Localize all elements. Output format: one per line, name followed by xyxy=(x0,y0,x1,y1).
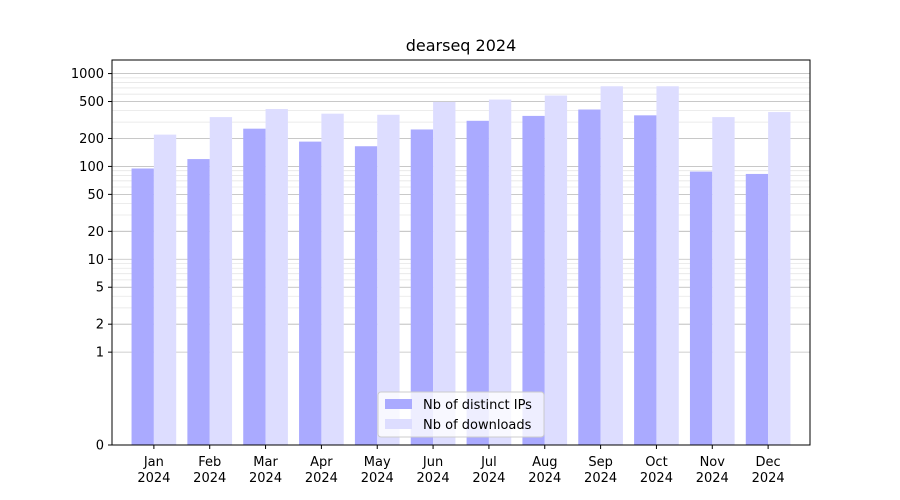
legend: Nb of distinct IPs Nb of downloads xyxy=(377,391,545,438)
x-tick-label-year: 2024 xyxy=(193,471,226,486)
legend-label: Nb of downloads xyxy=(423,418,532,433)
legend-swatch xyxy=(385,399,412,409)
y-tick-label: 200 xyxy=(79,132,104,147)
x-tick-label-year: 2024 xyxy=(305,471,338,486)
legend-label: Nb of distinct IPs xyxy=(423,398,532,413)
bar-distinct-ips xyxy=(689,171,713,446)
chart-title: dearseq 2024 xyxy=(406,36,517,55)
bar-downloads xyxy=(433,101,456,446)
bar-distinct-ips xyxy=(187,159,210,445)
x-tick-label-month: Sep xyxy=(588,455,613,470)
bar-downloads xyxy=(209,117,233,445)
x-tick-label-month: Jan xyxy=(143,455,164,470)
x-tick-label-month: Mar xyxy=(253,455,278,470)
legend-swatch xyxy=(385,419,412,429)
bars-layer xyxy=(131,86,791,446)
x-tick-label-year: 2024 xyxy=(696,471,729,486)
bar-distinct-ips xyxy=(410,129,434,445)
bar-downloads xyxy=(656,86,679,445)
bar-downloads xyxy=(153,134,177,445)
y-tick-label: 100 xyxy=(79,160,104,175)
bar-distinct-ips xyxy=(745,173,769,446)
bar-distinct-ips xyxy=(354,146,378,445)
bar-distinct-ips xyxy=(578,109,601,446)
y-tick-label: 5 xyxy=(96,281,104,296)
bar-distinct-ips xyxy=(634,115,657,445)
x-tick-label-month: Jun xyxy=(422,455,443,470)
bar-distinct-ips xyxy=(131,168,154,446)
y-tick-label: 1000 xyxy=(71,67,104,82)
x-tick-label-month: Nov xyxy=(700,455,726,470)
x-tick-label-year: 2024 xyxy=(417,471,450,486)
y-tick-label: 500 xyxy=(79,95,104,110)
x-tick-label-month: Apr xyxy=(310,455,333,470)
y-axis: 0 1 2 5 10 20 50 100 200 500 1000 xyxy=(71,67,112,454)
y-tick-label: 20 xyxy=(87,225,104,240)
bar-downloads xyxy=(712,117,735,445)
y-tick-label: 50 xyxy=(87,188,104,203)
legend-box xyxy=(377,391,545,438)
x-tick-label-year: 2024 xyxy=(584,471,617,486)
x-tick-label-year: 2024 xyxy=(640,471,673,486)
bar-distinct-ips xyxy=(522,115,545,446)
x-tick-label-month: Dec xyxy=(756,455,781,470)
bar-distinct-ips xyxy=(299,141,322,446)
x-tick-label-year: 2024 xyxy=(361,471,394,486)
x-tick-label-year: 2024 xyxy=(528,471,561,486)
y-tick-label: 2 xyxy=(96,318,104,333)
x-tick-label-month: Aug xyxy=(532,455,557,470)
bar-downloads xyxy=(600,86,623,445)
x-tick-label-month: Feb xyxy=(198,455,221,470)
x-tick-label-year: 2024 xyxy=(472,471,505,486)
bar-distinct-ips xyxy=(466,120,489,445)
bar-downloads xyxy=(488,99,512,445)
plot-frame xyxy=(111,59,811,446)
bar-downloads xyxy=(377,114,400,446)
bar-downloads xyxy=(768,112,791,445)
x-tick-label-year: 2024 xyxy=(137,471,170,486)
x-axis: Jan2024Feb2024Mar2024Apr2024May2024Jun20… xyxy=(137,445,785,486)
y-tick-label: 0 xyxy=(96,439,104,454)
x-tick-label-year: 2024 xyxy=(249,471,282,486)
x-tick-label-month: Jul xyxy=(480,455,497,470)
bar-distinct-ips xyxy=(243,128,266,445)
x-tick-label-month: May xyxy=(364,455,391,470)
bar-downloads xyxy=(321,113,344,445)
x-tick-label-month: Oct xyxy=(645,455,667,470)
x-tick-label-year: 2024 xyxy=(752,471,785,486)
y-tick-label: 1 xyxy=(96,346,104,361)
y-tick-label: 10 xyxy=(87,253,104,268)
bar-downloads xyxy=(544,95,568,445)
bar-downloads xyxy=(265,109,288,445)
